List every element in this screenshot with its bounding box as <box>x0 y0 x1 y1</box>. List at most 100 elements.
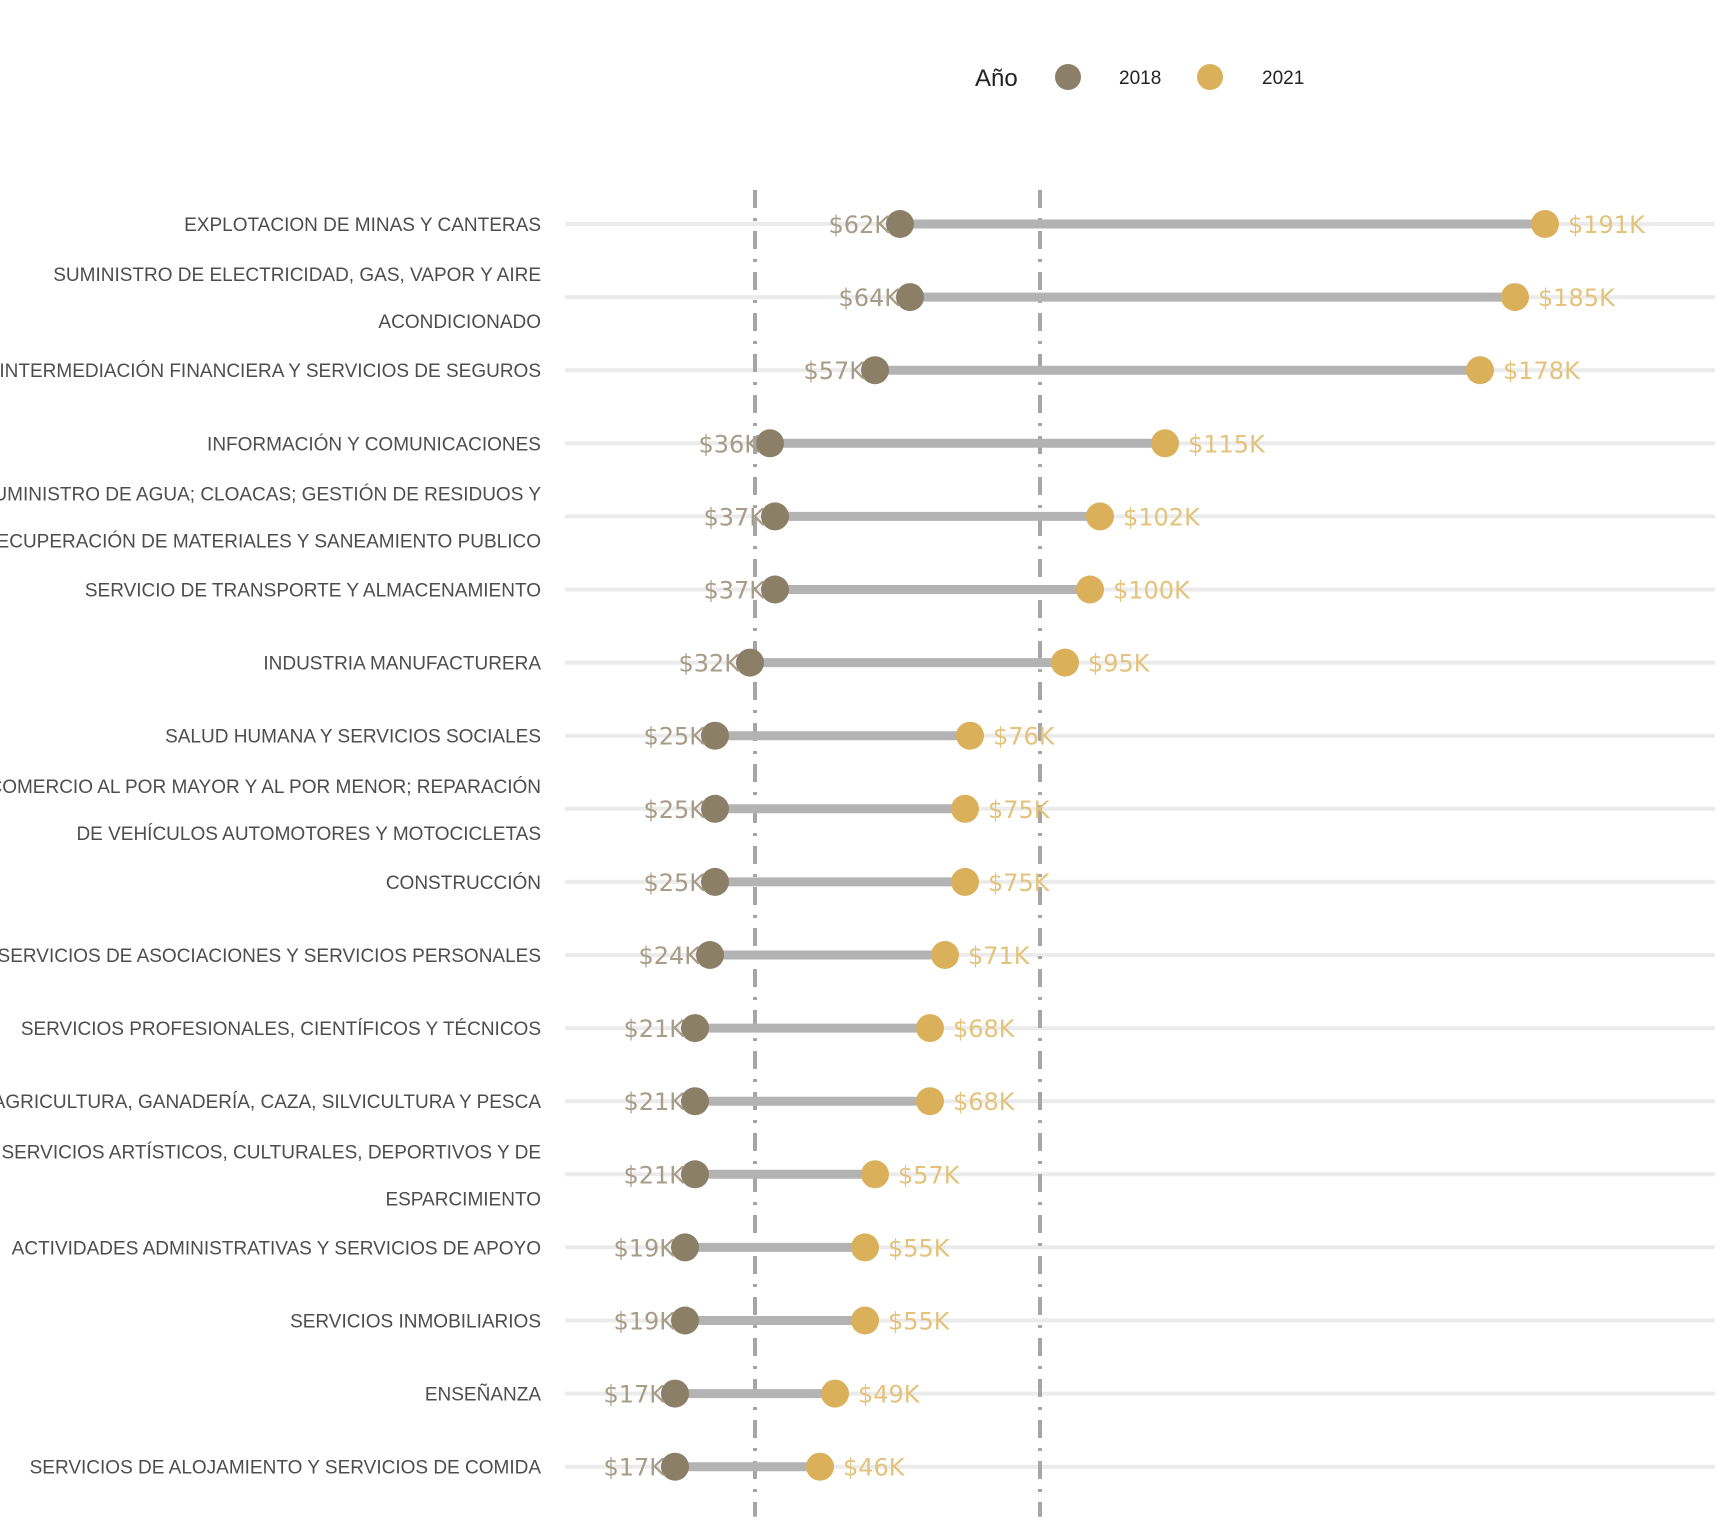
point-2021 <box>916 1014 944 1043</box>
category-label: INTERMEDIACIÓN FINANCIERA Y SERVICIOS DE… <box>0 360 541 382</box>
value-label-2021: $46K <box>843 1454 906 1482</box>
value-label-2021: $178K <box>1503 357 1581 385</box>
point-2021 <box>861 1160 889 1189</box>
point-2021 <box>1076 575 1104 604</box>
point-2018 <box>671 1306 699 1335</box>
labels: $62K $191K EXPLOTACION DE MINAS Y CANTERAS… <box>0 211 1646 1482</box>
value-label-2021: $185K <box>1538 284 1616 312</box>
point-2021 <box>931 941 959 969</box>
point-2018 <box>861 356 889 385</box>
category-label: SALUD HUMANA Y SERVICIOS SOCIALES <box>165 727 541 748</box>
point-2018 <box>681 1160 709 1189</box>
category-label: SUMINISTRO DE ELECTRICIDAD, GAS, VAPOR Y… <box>53 265 541 286</box>
point-2018 <box>761 575 789 604</box>
value-label-2018: $21K <box>623 1088 686 1116</box>
point-2021 <box>916 1087 944 1116</box>
point-2021 <box>806 1452 834 1481</box>
category-label: RECUPERACIÓN DE MATERIALES Y SANEAMIENTO… <box>0 530 541 552</box>
point-2021 <box>956 721 984 750</box>
point-2018 <box>701 794 729 823</box>
value-label-2021: $115K <box>1188 430 1266 458</box>
category-label: INDUSTRIA MANUFACTURERA <box>263 654 541 675</box>
points <box>661 210 1559 1481</box>
point-2021 <box>1151 429 1179 458</box>
value-label-2018: $17K <box>603 1454 666 1482</box>
value-label-2018: $25K <box>643 869 706 897</box>
category-label: SUMINISTRO DE AGUA; CLOACAS; GESTIÓN DE … <box>0 483 541 505</box>
value-label-2021: $49K <box>858 1381 921 1409</box>
category-label: ACONDICIONADO <box>378 312 541 333</box>
point-2018 <box>661 1452 689 1481</box>
value-label-2018: $21K <box>623 1015 686 1043</box>
category-label: AGRICULTURA, GANADERÍA, CAZA, SILVICULTU… <box>0 1092 541 1113</box>
value-label-2021: $57K <box>898 1161 961 1189</box>
value-label-2021: $55K <box>888 1308 951 1336</box>
value-label-2018: $25K <box>643 796 706 824</box>
value-label-2021: $75K <box>988 796 1051 824</box>
category-label: ENSEÑANZA <box>425 1384 541 1406</box>
category-label: SERVICIOS DE ASOCIACIONES Y SERVICIOS PE… <box>0 946 541 967</box>
value-label-2018: $19K <box>613 1234 676 1262</box>
point-2018 <box>896 283 924 312</box>
point-2021 <box>851 1306 879 1335</box>
legend-marker-2021 <box>1197 64 1223 90</box>
point-2018 <box>681 1014 709 1043</box>
category-label: CONSTRUCCIÓN <box>386 872 541 894</box>
point-2021 <box>851 1233 879 1262</box>
category-label: ACTIVIDADES ADMINISTRATIVAS Y SERVICIOS … <box>12 1238 541 1259</box>
point-2018 <box>671 1233 699 1262</box>
category-label: DE VEHÍCULOS AUTOMOTORES Y MOTOCICLETAS <box>76 824 541 845</box>
point-2021 <box>951 794 979 823</box>
value-label-2018: $37K <box>703 577 766 605</box>
legend-label-2018: 2018 <box>1119 68 1161 89</box>
reference-lines <box>753 190 1042 1517</box>
value-label-2021: $55K <box>888 1234 951 1262</box>
value-label-2021: $71K <box>968 942 1031 970</box>
point-2018 <box>701 867 729 896</box>
value-label-2021: $102K <box>1123 503 1201 531</box>
value-label-2021: $75K <box>988 869 1051 897</box>
point-2021 <box>951 867 979 896</box>
category-label: SERVICIOS INMOBILIARIOS <box>290 1312 541 1333</box>
category-label: SERVICIOS ARTÍSTICOS, CULTURALES, DEPORT… <box>1 1142 541 1163</box>
point-2018 <box>661 1379 689 1408</box>
category-label: EXPLOTACION DE MINAS Y CANTERAS <box>184 215 541 236</box>
point-2021 <box>1086 502 1114 531</box>
category-label: ESPARCIMIENTO <box>385 1189 541 1210</box>
segments <box>675 219 1545 1472</box>
value-label-2021: $95K <box>1088 650 1151 678</box>
point-2021 <box>1051 648 1079 677</box>
category-label: SERVICIOS DE ALOJAMIENTO Y SERVICIOS DE … <box>30 1458 542 1479</box>
value-label-2018: $17K <box>603 1381 666 1409</box>
legend: Año 2018 2021 <box>975 64 1304 92</box>
value-label-2018: $36K <box>698 430 761 458</box>
value-label-2021: $100K <box>1113 577 1191 605</box>
point-2018 <box>756 429 784 458</box>
value-label-2018: $25K <box>643 723 706 751</box>
legend-label-2021: 2021 <box>1262 68 1304 89</box>
point-2018 <box>701 721 729 750</box>
point-2018 <box>681 1087 709 1116</box>
point-2018 <box>761 502 789 531</box>
point-2018 <box>736 648 764 677</box>
value-label-2021: $76K <box>993 723 1056 751</box>
value-label-2018: $57K <box>803 357 866 385</box>
value-label-2018: $37K <box>703 503 766 531</box>
value-label-2018: $24K <box>638 942 701 970</box>
value-label-2018: $62K <box>828 211 891 239</box>
value-label-2018: $32K <box>678 650 741 678</box>
point-2021 <box>1531 210 1559 238</box>
value-label-2021: $191K <box>1568 211 1646 239</box>
value-label-2021: $68K <box>953 1088 1016 1116</box>
point-2021 <box>821 1379 849 1408</box>
category-label: SERVICIO DE TRANSPORTE Y ALMACENAMIENTO <box>85 581 541 602</box>
legend-title: Año <box>975 65 1018 92</box>
category-label: INFORMACIÓN Y COMUNICACIONES <box>207 433 541 455</box>
value-label-2018: $19K <box>613 1308 676 1336</box>
category-label: COMERCIO AL POR MAYOR Y AL POR MENOR; RE… <box>0 776 541 798</box>
value-label-2018: $21K <box>623 1161 686 1189</box>
legend-marker-2018 <box>1055 64 1081 90</box>
point-2021 <box>1501 283 1529 312</box>
point-2018 <box>886 210 914 238</box>
